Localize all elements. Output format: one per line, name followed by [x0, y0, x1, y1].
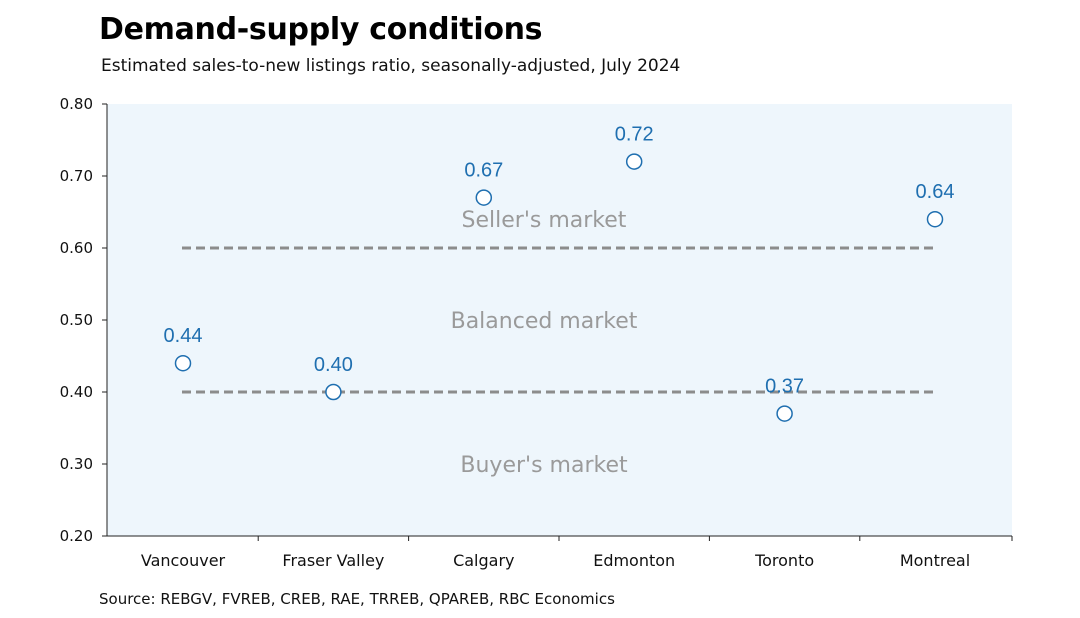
- zone-label: Seller's market: [462, 208, 627, 233]
- x-category-label: Toronto: [754, 551, 814, 570]
- y-tick-label: 0.80: [60, 95, 93, 113]
- data-point: [174, 354, 192, 372]
- y-tick-label: 0.20: [60, 527, 93, 545]
- x-category-label: Fraser Valley: [282, 551, 384, 570]
- y-tick-label: 0.30: [60, 455, 93, 473]
- data-label: 0.37: [765, 376, 804, 398]
- chart-title: Demand-supply conditions: [99, 12, 543, 47]
- x-category-label: Montreal: [900, 551, 970, 570]
- zone-label: Balanced market: [451, 309, 638, 334]
- y-tick-label: 0.70: [60, 167, 93, 185]
- chart-subtitle: Estimated sales-to-new listings ratio, s…: [101, 56, 681, 76]
- data-label: 0.64: [916, 181, 955, 203]
- data-label: 0.72: [615, 124, 654, 146]
- y-tick-label: 0.40: [60, 383, 93, 401]
- y-tick-label: 0.50: [60, 311, 93, 329]
- x-category-label: Edmonton: [593, 551, 675, 570]
- y-tick-label: 0.60: [60, 239, 93, 257]
- data-point: [475, 189, 493, 206]
- data-point: [926, 210, 944, 228]
- data-point: [325, 383, 342, 401]
- data-label: 0.67: [464, 160, 503, 182]
- data-point: [776, 405, 793, 422]
- plot-area: [107, 104, 1012, 536]
- zone-label: Buyer's market: [460, 453, 628, 478]
- data-point: [625, 153, 643, 170]
- data-label: 0.40: [314, 354, 353, 376]
- x-category-label: Calgary: [453, 551, 514, 570]
- data-label: 0.44: [164, 325, 203, 347]
- source-note: Source: REBGV, FVREB, CREB, RAE, TRREB, …: [99, 590, 615, 608]
- x-category-label: Vancouver: [141, 551, 226, 570]
